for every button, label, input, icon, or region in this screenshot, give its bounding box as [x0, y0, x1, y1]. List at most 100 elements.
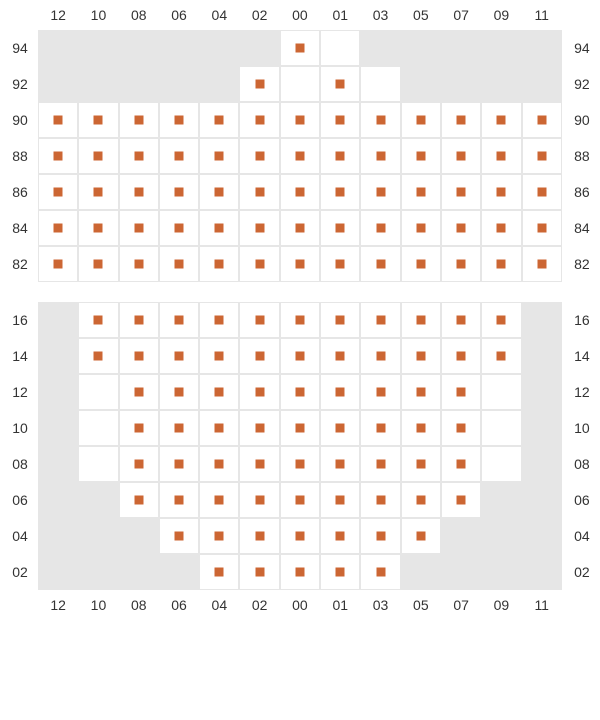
seat-cell[interactable] [360, 138, 400, 174]
seat-cell[interactable] [280, 174, 320, 210]
seat-cell[interactable] [239, 482, 279, 518]
seat-cell[interactable] [159, 518, 199, 554]
seat-cell[interactable] [239, 102, 279, 138]
seat-cell[interactable] [280, 30, 320, 66]
seat-cell[interactable] [441, 482, 481, 518]
seat-cell[interactable] [401, 102, 441, 138]
seat-cell[interactable] [239, 374, 279, 410]
seat-cell[interactable] [159, 338, 199, 374]
seat-cell[interactable] [280, 446, 320, 482]
seat-cell[interactable] [360, 410, 400, 446]
seat-cell[interactable] [360, 446, 400, 482]
seat-cell[interactable] [239, 338, 279, 374]
seat-cell[interactable] [401, 302, 441, 338]
seat-cell[interactable] [360, 374, 400, 410]
seat-cell[interactable] [239, 174, 279, 210]
seat-cell[interactable] [441, 210, 481, 246]
seat-cell[interactable] [159, 174, 199, 210]
seat-cell[interactable] [360, 518, 400, 554]
seat-cell[interactable] [38, 246, 78, 282]
seat-cell[interactable] [280, 554, 320, 590]
seat-cell[interactable] [78, 302, 118, 338]
seat-cell[interactable] [401, 446, 441, 482]
seat-cell[interactable] [159, 482, 199, 518]
seat-cell[interactable] [38, 102, 78, 138]
seat-cell[interactable] [401, 482, 441, 518]
seat-cell[interactable] [78, 246, 118, 282]
seat-cell[interactable] [401, 410, 441, 446]
seat-cell[interactable] [481, 138, 521, 174]
seat-cell[interactable] [401, 246, 441, 282]
seat-cell[interactable] [481, 246, 521, 282]
seat-cell[interactable] [199, 102, 239, 138]
seat-cell[interactable] [481, 210, 521, 246]
seat-cell[interactable] [360, 554, 400, 590]
seat-cell[interactable] [119, 482, 159, 518]
seat-cell[interactable] [481, 338, 521, 374]
seat-cell[interactable] [280, 210, 320, 246]
seat-cell[interactable] [522, 174, 562, 210]
seat-cell[interactable] [320, 210, 360, 246]
seat-cell[interactable] [199, 338, 239, 374]
seat-cell[interactable] [199, 138, 239, 174]
seat-cell[interactable] [522, 246, 562, 282]
seat-cell[interactable] [320, 410, 360, 446]
seat-cell[interactable] [401, 138, 441, 174]
seat-cell[interactable] [320, 66, 360, 102]
seat-cell[interactable] [360, 246, 400, 282]
seat-cell[interactable] [401, 518, 441, 554]
seat-cell[interactable] [320, 302, 360, 338]
seat-cell[interactable] [239, 66, 279, 102]
seat-cell[interactable] [481, 102, 521, 138]
seat-cell[interactable] [280, 482, 320, 518]
seat-cell[interactable] [522, 102, 562, 138]
seat-cell[interactable] [199, 410, 239, 446]
seat-cell[interactable] [441, 338, 481, 374]
seat-cell[interactable] [360, 102, 400, 138]
seat-cell[interactable] [199, 210, 239, 246]
seat-cell[interactable] [441, 446, 481, 482]
seat-cell[interactable] [320, 102, 360, 138]
seat-cell[interactable] [320, 374, 360, 410]
seat-cell[interactable] [119, 138, 159, 174]
seat-cell[interactable] [239, 210, 279, 246]
seat-cell[interactable] [320, 246, 360, 282]
seat-cell[interactable] [441, 102, 481, 138]
seat-cell[interactable] [119, 210, 159, 246]
seat-cell[interactable] [280, 410, 320, 446]
seat-cell[interactable] [159, 410, 199, 446]
seat-cell[interactable] [199, 518, 239, 554]
seat-cell[interactable] [199, 174, 239, 210]
seat-cell[interactable] [159, 302, 199, 338]
seat-cell[interactable] [280, 102, 320, 138]
seat-cell[interactable] [38, 174, 78, 210]
seat-cell[interactable] [522, 138, 562, 174]
seat-cell[interactable] [320, 138, 360, 174]
seat-cell[interactable] [38, 210, 78, 246]
seat-cell[interactable] [360, 302, 400, 338]
seat-cell[interactable] [159, 102, 199, 138]
seat-cell[interactable] [401, 174, 441, 210]
seat-cell[interactable] [119, 102, 159, 138]
seat-cell[interactable] [441, 246, 481, 282]
seat-cell[interactable] [199, 482, 239, 518]
seat-cell[interactable] [441, 138, 481, 174]
seat-cell[interactable] [360, 338, 400, 374]
seat-cell[interactable] [159, 138, 199, 174]
seat-cell[interactable] [280, 138, 320, 174]
seat-cell[interactable] [239, 554, 279, 590]
seat-cell[interactable] [481, 302, 521, 338]
seat-cell[interactable] [199, 554, 239, 590]
seat-cell[interactable] [441, 302, 481, 338]
seat-cell[interactable] [119, 374, 159, 410]
seat-cell[interactable] [239, 410, 279, 446]
seat-cell[interactable] [522, 210, 562, 246]
seat-cell[interactable] [239, 138, 279, 174]
seat-cell[interactable] [481, 174, 521, 210]
seat-cell[interactable] [320, 518, 360, 554]
seat-cell[interactable] [441, 374, 481, 410]
seat-cell[interactable] [159, 374, 199, 410]
seat-cell[interactable] [239, 302, 279, 338]
seat-cell[interactable] [119, 302, 159, 338]
seat-cell[interactable] [280, 338, 320, 374]
